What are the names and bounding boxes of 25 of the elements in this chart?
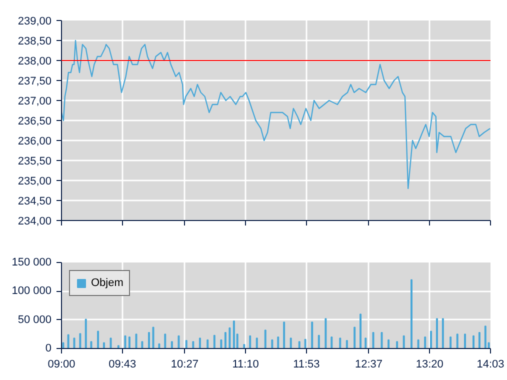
x-tick-label: 10:27	[170, 358, 198, 370]
x-tick-label: 11:10	[232, 358, 259, 370]
y-tick-label: 234,00	[18, 216, 52, 228]
y-tick-label: 50 000	[18, 314, 52, 326]
y-tick-label: 237,00	[18, 96, 52, 108]
y-tick-label: 236,50	[18, 116, 52, 128]
y-tick-label: 239,00	[18, 16, 52, 28]
x-tick-label: 14:03	[476, 358, 504, 370]
y-tick-label: 238,00	[18, 56, 52, 68]
y-tick-label: 0	[45, 342, 52, 354]
y-tick-label: 235,00	[18, 176, 52, 188]
x-tick-label: 09:43	[108, 358, 136, 370]
x-tick-label: 12:37	[354, 358, 383, 370]
x-tick-label: 11:53	[293, 358, 320, 370]
x-tick-label: 13:20	[416, 358, 444, 370]
y-tick-label: 236,00	[18, 136, 52, 148]
y-tick-label: 150 000	[12, 256, 52, 268]
legend-label: Objem	[91, 277, 124, 289]
x-tick-label: 09:00	[48, 358, 76, 370]
y-tick-label: 237,50	[18, 76, 52, 88]
line-series	[62, 40, 490, 190]
y-tick-label: 238,50	[18, 36, 52, 48]
y-tick-label: 235,50	[18, 156, 52, 168]
y-tick-label: 100 000	[12, 285, 52, 298]
y-tick-label: 234,50	[18, 196, 52, 208]
